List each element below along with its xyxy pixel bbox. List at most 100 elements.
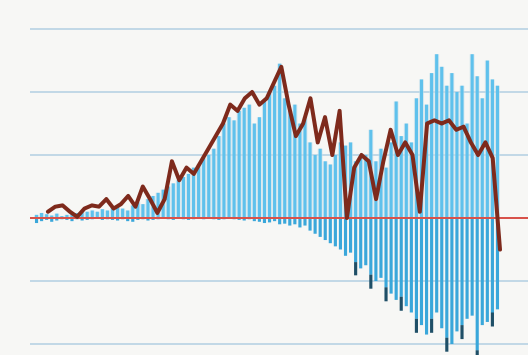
bar-positive <box>338 142 343 218</box>
bar-positive <box>313 155 317 218</box>
bar-positive <box>50 215 54 218</box>
bar-negative <box>267 218 272 223</box>
bar-negative <box>288 218 292 226</box>
bar-positive <box>34 214 39 218</box>
bar-negative <box>257 218 261 222</box>
bar-positive <box>288 110 292 218</box>
bar-negative <box>435 218 439 313</box>
bar-negative <box>126 218 130 222</box>
bar-negative <box>242 218 246 221</box>
bar-positive <box>85 211 89 218</box>
bar-negative <box>374 218 378 281</box>
bar-positive <box>131 205 135 218</box>
bar-positive <box>273 85 277 218</box>
bar-positive <box>197 164 201 218</box>
bar-positive <box>440 66 444 218</box>
bar-negative <box>450 218 454 344</box>
bar-negative-tip <box>369 274 373 289</box>
bar-positive <box>166 186 170 218</box>
bar-positive <box>298 123 302 218</box>
bar-negative <box>379 218 383 278</box>
bar-negative <box>313 218 317 234</box>
bar-negative <box>490 218 494 313</box>
bar-negative <box>278 218 282 225</box>
bar-positive <box>232 120 236 218</box>
bar-negative <box>298 218 302 228</box>
bar-positive <box>490 79 494 219</box>
bar-positive <box>495 85 500 218</box>
bar-positive <box>242 107 246 218</box>
bar-positive <box>202 158 206 218</box>
bar-positive <box>354 161 358 218</box>
bar-negative <box>460 218 464 326</box>
bar-positive <box>70 214 74 218</box>
bar-positive <box>90 210 94 218</box>
bar-positive <box>424 104 429 218</box>
bar-positive <box>156 192 160 218</box>
bar-negative <box>146 218 150 221</box>
bar-positive <box>176 180 180 218</box>
bar-negative <box>349 218 353 253</box>
bar-negative <box>470 218 474 316</box>
bar-negative <box>404 218 408 307</box>
bar-positive <box>430 73 434 218</box>
bar-negative <box>55 218 59 221</box>
bar-positive <box>485 60 489 218</box>
bar-negative <box>34 218 39 224</box>
bar-negative <box>445 218 449 338</box>
bar-positive <box>227 117 231 218</box>
bar-positive <box>399 136 403 218</box>
bar-positive <box>207 155 211 218</box>
bar-negative <box>262 218 267 224</box>
bar-positive <box>359 158 363 218</box>
bar-negative <box>369 218 373 275</box>
bar-negative <box>308 218 312 231</box>
bar-negative-tip <box>445 337 449 352</box>
bar-positive <box>136 202 140 218</box>
bar-negative <box>465 218 469 319</box>
bar-positive <box>247 104 251 218</box>
bar-positive <box>222 123 226 218</box>
bar-positive <box>146 199 150 218</box>
bar-positive <box>455 92 459 218</box>
bar-negative <box>323 218 327 241</box>
bar-negative <box>80 218 84 221</box>
bar-positive <box>105 210 110 218</box>
bar-positive <box>116 206 120 218</box>
bar-negative <box>430 218 434 319</box>
bar-positive <box>389 142 393 218</box>
bar-positive <box>141 204 145 218</box>
bar-positive <box>257 117 261 218</box>
bar-positive <box>450 73 454 218</box>
bar-negative <box>131 218 135 222</box>
bar-negative <box>364 218 368 266</box>
bar-negative <box>409 218 413 313</box>
bar-positive <box>121 208 125 218</box>
bar-negative <box>384 218 388 288</box>
bar-envelope-area <box>34 54 500 219</box>
bar-positive <box>217 136 221 218</box>
bar-negative <box>359 218 363 269</box>
bar-negative <box>50 218 54 222</box>
bar-negative <box>485 218 489 322</box>
bar-positive <box>100 209 104 218</box>
bar-negative <box>399 218 403 297</box>
bar-positive <box>384 167 388 218</box>
bar-negative <box>394 218 398 300</box>
bar-positive <box>328 164 332 218</box>
bar-positive <box>333 155 337 218</box>
bar-negative <box>318 218 322 237</box>
bar-negative-tip <box>460 325 464 340</box>
bar-negative <box>343 218 348 256</box>
bar-negative-tip <box>414 318 418 333</box>
bar-positive <box>323 161 327 218</box>
bar-positive <box>465 123 469 218</box>
bar-negative <box>389 218 393 294</box>
bar-positive <box>110 207 115 218</box>
line-series-path <box>46 64 502 252</box>
bar-positive <box>55 213 59 218</box>
bar-negative <box>495 218 500 310</box>
bar-negative <box>475 218 479 351</box>
bar-positive <box>480 98 484 218</box>
